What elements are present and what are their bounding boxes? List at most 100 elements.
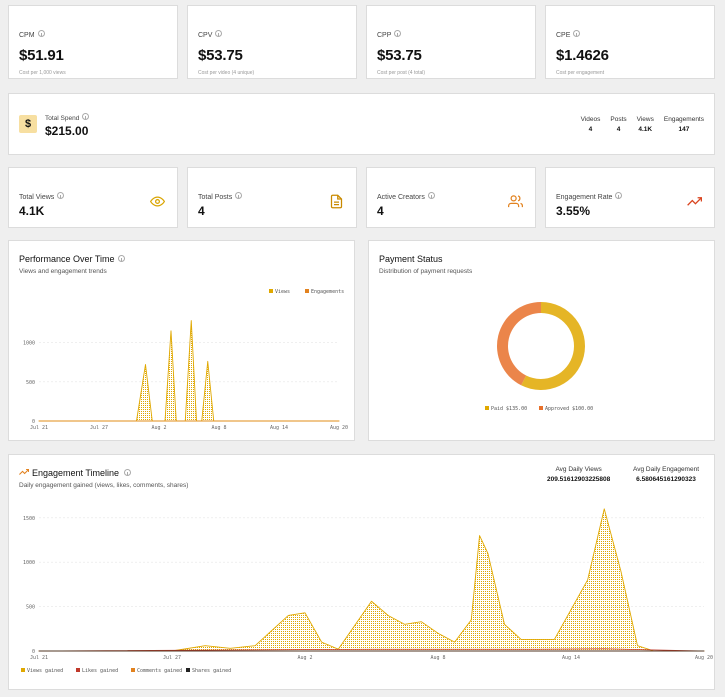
metric-subtitle: Cost per post (4 total) xyxy=(377,70,426,76)
total-spend-value: $215.00 xyxy=(45,124,89,138)
metric-card-cpv: CPV $53.75 Cost per video (4 unique) xyxy=(187,5,357,79)
x-tick-label: Aug 20 xyxy=(330,425,348,431)
y-tick-label: 1000 xyxy=(23,560,35,566)
y-tick-label: 0 xyxy=(32,419,35,425)
y-tick-label: 500 xyxy=(26,380,35,386)
metric-subtitle: Cost per engagement xyxy=(556,70,605,76)
metric-value: $1.4626 xyxy=(556,47,609,64)
stat-value: 4.1K xyxy=(19,204,45,218)
info-icon[interactable] xyxy=(235,192,243,199)
legend-swatch xyxy=(76,668,80,672)
info-icon[interactable] xyxy=(57,192,65,199)
y-tick-label: 1500 xyxy=(23,516,35,522)
metric-value: $51.91 xyxy=(19,47,64,64)
info-icon[interactable] xyxy=(82,113,90,120)
x-tick-label: Aug 14 xyxy=(562,655,580,661)
y-tick-label: 0 xyxy=(32,649,35,655)
stat-value: 3.55% xyxy=(556,204,591,218)
x-tick-label: Jul 27 xyxy=(163,655,181,661)
chart-subtitle: Distribution of payment requests xyxy=(379,268,473,275)
stat-value: 4 xyxy=(198,204,205,218)
chart-subtitle: Views and engagement trends xyxy=(19,268,107,275)
legend-label: Comments gained xyxy=(137,668,182,674)
legend-label: Views xyxy=(275,289,290,295)
chart-title: Engagement Timeline xyxy=(32,468,120,478)
x-tick-label: Aug 2 xyxy=(297,655,312,661)
stat-card-total-posts: Total Posts 4 xyxy=(187,167,357,228)
stat-card-total-views: Total Views 4.1K xyxy=(8,167,178,228)
x-tick-label: Aug 8 xyxy=(211,425,226,431)
x-tick-label: Aug 8 xyxy=(430,655,445,661)
legend-label: Likes gained xyxy=(82,668,118,674)
trending-up-icon xyxy=(19,468,30,475)
trending-up-icon xyxy=(687,197,702,206)
stat-value: 4 xyxy=(377,204,384,218)
spend-stat-posts: Posts 4 xyxy=(610,116,627,133)
chart-subtitle: Daily engagement gained (views, likes, c… xyxy=(19,482,189,489)
metric-card-cpe: CPE $1.4626 Cost per engagement xyxy=(545,5,715,79)
y-tick-label: 500 xyxy=(26,605,35,611)
chart-title: Performance Over Time xyxy=(19,254,115,264)
info-icon[interactable] xyxy=(615,192,623,199)
payment-donut-chart: Paid $135.00 Approved $100.00 xyxy=(485,302,593,412)
legend-swatch xyxy=(131,668,135,672)
payment-status-card: Payment Status Distribution of payment r… xyxy=(368,240,715,441)
total-spend-card: $ Total Spend $215.00 Videos 4 Posts 4 Vie… xyxy=(8,93,715,155)
legend-swatch xyxy=(305,289,309,293)
x-tick-label: Aug 14 xyxy=(270,425,288,431)
avg-daily-views: Avg Daily Views 209.51612903225808 xyxy=(547,466,611,483)
stat-card-active-creators: Active Creators 4 xyxy=(366,167,536,228)
x-tick-label: Aug 20 xyxy=(695,655,713,661)
series-area-views xyxy=(38,320,340,422)
series-area-views-gained xyxy=(38,508,705,652)
stat-label: Engagement Rate xyxy=(556,194,613,201)
legend-swatch xyxy=(186,668,190,672)
performance-chart-card: Performance Over Time Views and engageme… xyxy=(8,240,355,441)
metric-card-cpm: CPM $51.91 Cost per 1,000 views xyxy=(8,5,178,79)
spend-stats: Videos 4 Posts 4 Views 4.1K Engagements 147 xyxy=(581,116,704,133)
info-icon[interactable] xyxy=(124,469,132,476)
x-tick-label: Aug 2 xyxy=(151,425,166,431)
performance-chart: 0 500 1000 Jul 21 Jul 27 Aug 2 Aug 8 Aug 14 Aug … xyxy=(23,289,348,431)
stat-label: Total Posts xyxy=(198,194,233,201)
stat-label: Total Views xyxy=(19,194,55,201)
stat-label: Active Creators xyxy=(377,194,425,201)
document-icon xyxy=(330,194,343,209)
legend-swatch xyxy=(269,289,273,293)
metric-label: CPE xyxy=(556,32,571,39)
metric-label: CPP xyxy=(377,32,392,39)
metric-card-cpp: CPP $53.75 Cost per post (4 total) xyxy=(366,5,536,79)
donut-slice-approved xyxy=(497,302,541,386)
donut-slice-paid xyxy=(521,302,585,390)
dollar-icon: $ xyxy=(19,115,37,133)
spend-stat-engagements: Engagements 147 xyxy=(663,116,704,133)
stat-card-engagement-rate: Engagement Rate 3.55% xyxy=(545,167,715,228)
legend-swatch xyxy=(21,668,25,672)
info-icon[interactable] xyxy=(573,30,581,37)
spend-stat-views: Views 4.1K xyxy=(636,116,654,133)
legend-label: Paid $135.00 xyxy=(491,406,527,412)
engagement-timeline-chart: 0 500 1000 1500 Jul 21 Jul 27 Aug 2 Aug 8 Aug 14… xyxy=(21,508,713,674)
metric-value: $53.75 xyxy=(198,47,243,64)
info-icon[interactable] xyxy=(215,30,223,37)
eye-icon xyxy=(150,196,165,207)
avg-daily-engagement: Avg Daily Engagement 6.580645161290323 xyxy=(633,466,700,483)
metric-subtitle: Cost per 1,000 views xyxy=(19,70,66,76)
info-icon[interactable] xyxy=(117,255,125,262)
x-tick-label: Jul 21 xyxy=(30,655,48,661)
legend-swatch xyxy=(485,406,489,410)
info-icon[interactable] xyxy=(394,30,402,37)
info-icon[interactable] xyxy=(427,192,435,199)
users-icon xyxy=(508,195,523,208)
legend-label: Approved $100.00 xyxy=(545,406,593,412)
total-spend-label: Total Spend xyxy=(45,115,80,122)
metric-value: $53.75 xyxy=(377,47,422,64)
metric-label: CPM xyxy=(19,32,35,39)
info-icon[interactable] xyxy=(37,30,45,37)
chart-title: Payment Status xyxy=(379,254,443,264)
legend-label: Engagements xyxy=(311,289,344,295)
metric-label: CPV xyxy=(198,32,213,39)
legend-label: Shares gained xyxy=(192,668,231,674)
y-tick-label: 1000 xyxy=(23,341,35,347)
legend-swatch xyxy=(539,406,543,410)
